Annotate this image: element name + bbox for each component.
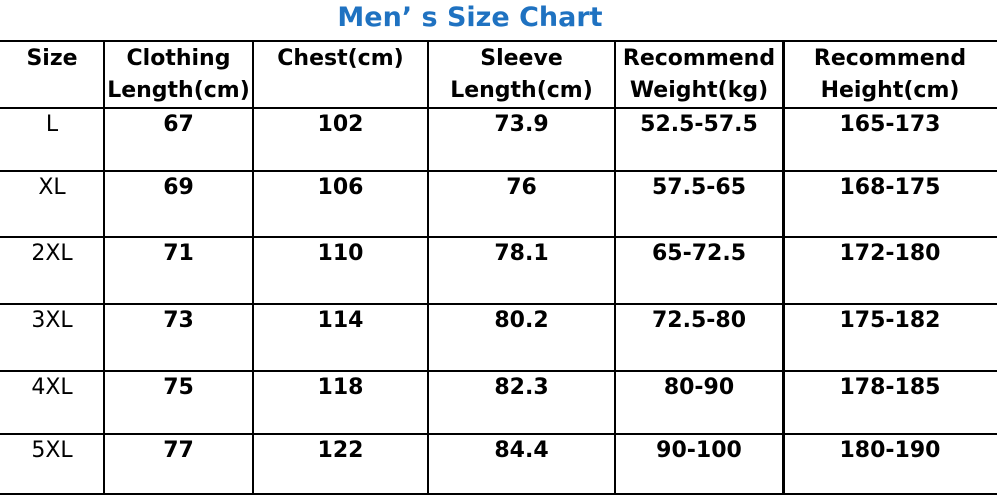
value-cell: 165-173: [839, 112, 941, 137]
column-border: [782, 40, 785, 495]
header-text: Length(cm): [450, 78, 593, 103]
row-border: [0, 40, 997, 42]
value-cell: 102: [317, 112, 364, 137]
value-cell: 172-180: [839, 241, 941, 266]
value-cell: 69: [163, 175, 194, 200]
value-cell: 57.5-65: [651, 175, 747, 200]
column-border: [427, 40, 429, 495]
header-cell: Size: [0, 43, 104, 75]
size-cell: 3XL: [31, 308, 73, 333]
row-border: [0, 433, 997, 435]
value-cell: 72.5-80: [651, 308, 747, 333]
header-text: Sleeve: [480, 46, 563, 71]
header-cell: Clothing Length(cm): [104, 43, 253, 107]
row-border: [0, 170, 997, 172]
size-cell: 5XL: [31, 438, 73, 463]
size-cell: 2XL: [31, 241, 73, 266]
value-cell: 73: [163, 308, 194, 333]
value-cell: 82.3: [494, 375, 549, 400]
value-cell: 106: [317, 175, 364, 200]
value-cell: 73.9: [494, 112, 549, 137]
header-cell: Recommend Weight(kg): [615, 43, 783, 107]
row-border: [0, 107, 997, 109]
header-text: Height(cm): [820, 78, 960, 103]
header-text: Weight(kg): [629, 78, 769, 103]
header-text: Clothing: [126, 46, 231, 71]
header-text: Recommend: [813, 46, 967, 71]
column-border: [103, 40, 105, 495]
header-cell: Recommend Height(cm): [783, 43, 997, 107]
column-border: [614, 40, 616, 495]
value-cell: 118: [317, 375, 364, 400]
value-cell: 180-190: [839, 438, 941, 463]
value-cell: 110: [317, 241, 364, 266]
value-cell: 84.4: [494, 438, 549, 463]
header-text: Recommend: [622, 46, 776, 71]
value-cell: 67: [163, 112, 194, 137]
value-cell: 80.2: [494, 308, 549, 333]
row-border: [0, 303, 997, 305]
value-cell: 52.5-57.5: [640, 112, 758, 137]
header-cell: Chest(cm): [253, 43, 428, 75]
value-cell: 80-90: [663, 375, 735, 400]
row-border: [0, 370, 997, 372]
row-border: [0, 236, 997, 238]
value-cell: 122: [317, 438, 364, 463]
value-cell: 75: [163, 375, 194, 400]
value-cell: 178-185: [839, 375, 941, 400]
header-cell: Sleeve Length(cm): [428, 43, 615, 107]
value-cell: 90-100: [656, 438, 742, 463]
value-cell: 168-175: [839, 175, 941, 200]
value-cell: 76: [506, 175, 537, 200]
value-cell: 77: [163, 438, 194, 463]
value-cell: 78.1: [494, 241, 549, 266]
header-text: Size: [26, 46, 78, 71]
title: Men’ s Size Chart: [337, 2, 603, 33]
size-cell: L: [45, 112, 59, 137]
size-cell: XL: [38, 175, 66, 200]
value-cell: 114: [317, 308, 364, 333]
value-cell: 71: [163, 241, 194, 266]
header-text: Length(cm): [107, 78, 250, 103]
column-border: [252, 40, 254, 495]
header-text: Chest(cm): [277, 46, 404, 71]
size-cell: 4XL: [31, 375, 73, 400]
value-cell: 175-182: [839, 308, 941, 333]
value-cell: 65-72.5: [651, 241, 747, 266]
row-border: [0, 493, 997, 495]
